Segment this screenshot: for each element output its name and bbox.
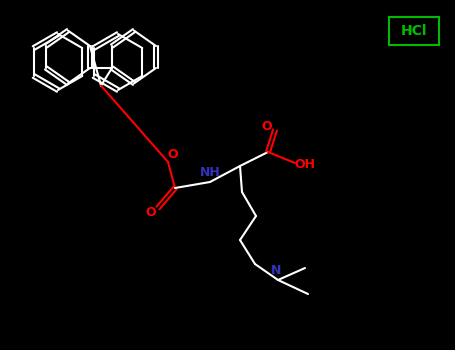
Text: HCl: HCl — [401, 24, 427, 38]
Text: OH: OH — [294, 159, 315, 172]
Text: N: N — [271, 265, 281, 278]
Text: O: O — [168, 148, 178, 161]
FancyBboxPatch shape — [389, 17, 439, 45]
Text: NH: NH — [200, 167, 220, 180]
Text: O: O — [262, 119, 272, 133]
Text: O: O — [146, 206, 157, 219]
